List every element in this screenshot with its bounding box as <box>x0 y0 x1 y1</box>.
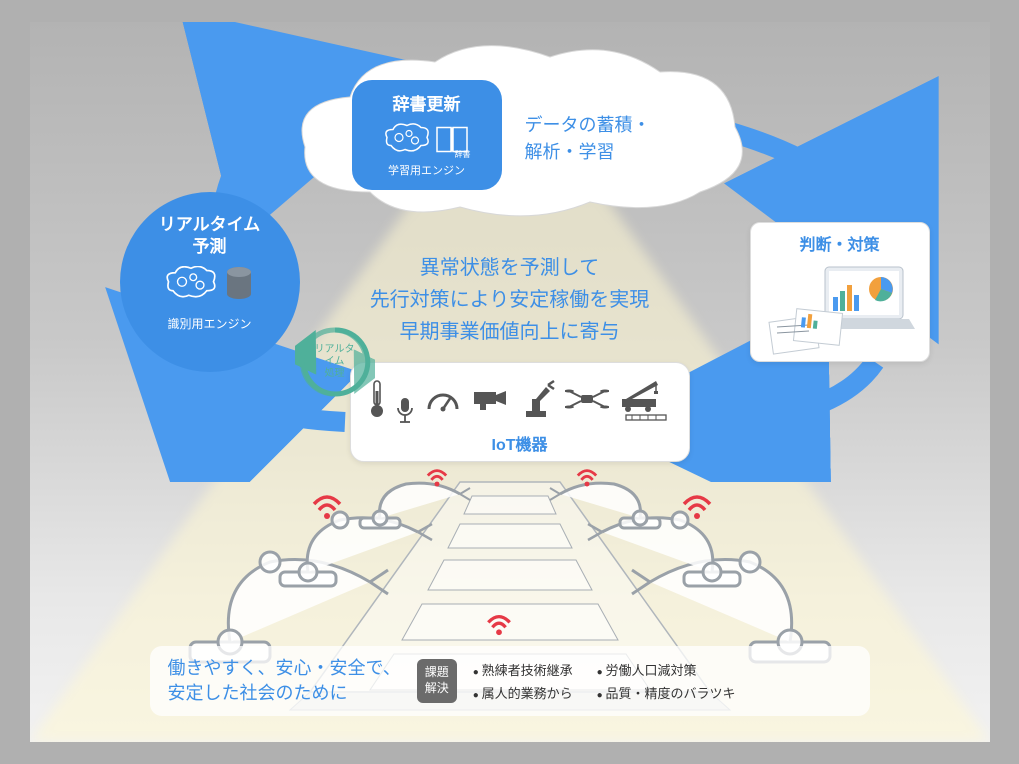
wifi-icon <box>680 492 714 520</box>
realtime-sub: 識別用エンジン <box>120 315 300 332</box>
iot-label: IoT機器 <box>365 431 675 455</box>
judgment-box: 判断・対策 <box>750 222 930 362</box>
database-icon <box>224 266 254 307</box>
gauge-icon <box>425 385 461 418</box>
cloud-pill: 辞書更新 辞書 学習用エ <box>352 80 502 190</box>
bullet-item: 熟練者技術継承 <box>473 660 573 679</box>
cloud-right-text: データの蓄積・ 解析・学習 <box>525 112 651 166</box>
realtime-processing-circle: リアルタイム 処理 <box>295 322 375 402</box>
cloud-pill-sub: 学習用エンジン <box>360 162 494 178</box>
realtime-title: リアルタイム 予測 <box>120 214 300 258</box>
wifi-icon <box>485 612 513 636</box>
realtime-circle: リアルタイム 予測 識別用エンジン <box>120 192 300 372</box>
book-icon: 辞書 <box>435 121 469 158</box>
wifi-icon <box>310 492 344 520</box>
bullet-item: 属人的業務から <box>473 683 573 702</box>
rtproc-label: リアルタイム 処理 <box>315 344 355 380</box>
robot-arm-icon <box>520 379 556 424</box>
drone-icon <box>565 385 609 418</box>
bullet-item: 品質・精度のバラツキ <box>597 683 736 702</box>
crane-truck-icon <box>618 377 670 426</box>
iot-icons <box>365 373 675 429</box>
laptop-dashboard-icon <box>751 261 929 366</box>
bottom-bar: 働きやすく、安心・安全で、 安定した社会のために 課題 解決 熟練者技術継承 労… <box>150 646 870 716</box>
cloud-node: 辞書更新 辞書 学習用エ <box>280 42 750 232</box>
brain-gears-icon <box>166 266 216 307</box>
wifi-icon <box>575 467 599 487</box>
bottom-left-text: 働きやすく、安心・安全で、 安定した社会のために <box>168 656 401 706</box>
brain-gears-icon <box>385 121 429 158</box>
bottom-bullets: 熟練者技術継承 労働人口減対策 属人的業務から 品質・精度のバラツキ <box>473 660 736 702</box>
diagram-canvas: 辞書更新 辞書 学習用エ <box>30 22 990 742</box>
microphone-icon <box>394 396 416 429</box>
bottom-badge: 課題 解決 <box>417 659 457 702</box>
book-icon-label: 辞書 <box>455 149 471 160</box>
judgment-title: 判断・対策 <box>751 231 929 255</box>
cloud-pill-title: 辞書更新 <box>360 90 494 115</box>
camera-icon <box>470 386 510 417</box>
wifi-icon <box>425 467 449 487</box>
bullet-item: 労働人口減対策 <box>597 660 736 679</box>
iot-box: IoT機器 <box>350 362 690 462</box>
